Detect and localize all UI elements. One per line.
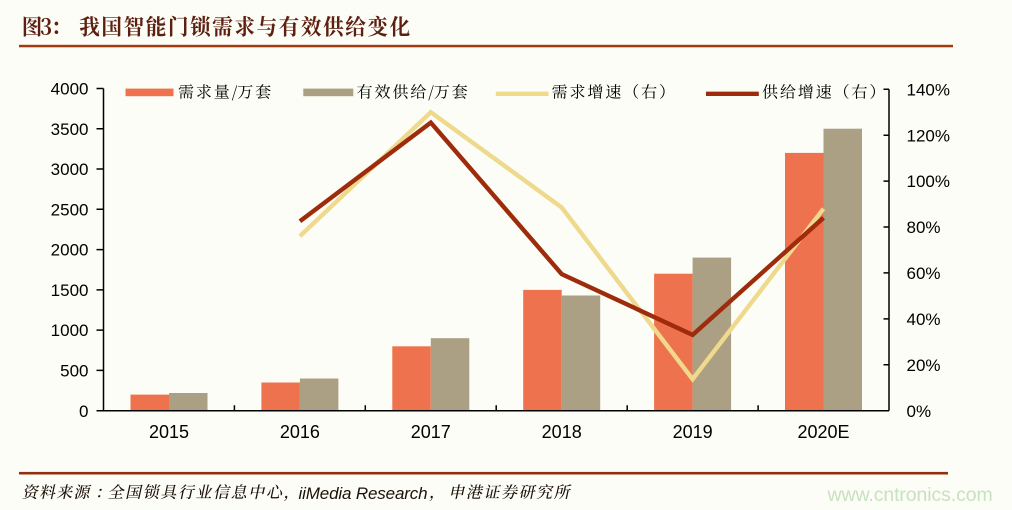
svg-text:40%: 40% <box>907 310 941 329</box>
svg-text:0: 0 <box>79 402 88 421</box>
svg-text:iiMedia Research: iiMedia Research <box>299 484 428 503</box>
svg-text:1500: 1500 <box>51 281 89 300</box>
svg-text:3500: 3500 <box>51 120 89 139</box>
svg-text:60%: 60% <box>907 264 941 283</box>
svg-text:2019: 2019 <box>673 422 713 442</box>
svg-text:2000: 2000 <box>51 241 89 260</box>
svg-text:1000: 1000 <box>51 321 89 340</box>
svg-text:2500: 2500 <box>51 200 89 219</box>
svg-text:100%: 100% <box>907 172 950 191</box>
svg-text:3000: 3000 <box>51 160 89 179</box>
svg-text:4000: 4000 <box>51 80 89 99</box>
svg-text:2015: 2015 <box>149 422 189 442</box>
svg-text:120%: 120% <box>907 126 950 145</box>
svg-text:2020E: 2020E <box>797 422 849 442</box>
svg-text:20%: 20% <box>907 356 941 375</box>
svg-text:0%: 0% <box>907 402 932 421</box>
svg-text:80%: 80% <box>907 218 941 237</box>
svg-text:2016: 2016 <box>280 422 320 442</box>
svg-text:2017: 2017 <box>411 422 451 442</box>
svg-text:www.cntronics.com: www.cntronics.com <box>827 484 993 506</box>
svg-text:2018: 2018 <box>542 422 582 442</box>
svg-text:500: 500 <box>60 362 88 381</box>
svg-text:140%: 140% <box>907 80 950 99</box>
